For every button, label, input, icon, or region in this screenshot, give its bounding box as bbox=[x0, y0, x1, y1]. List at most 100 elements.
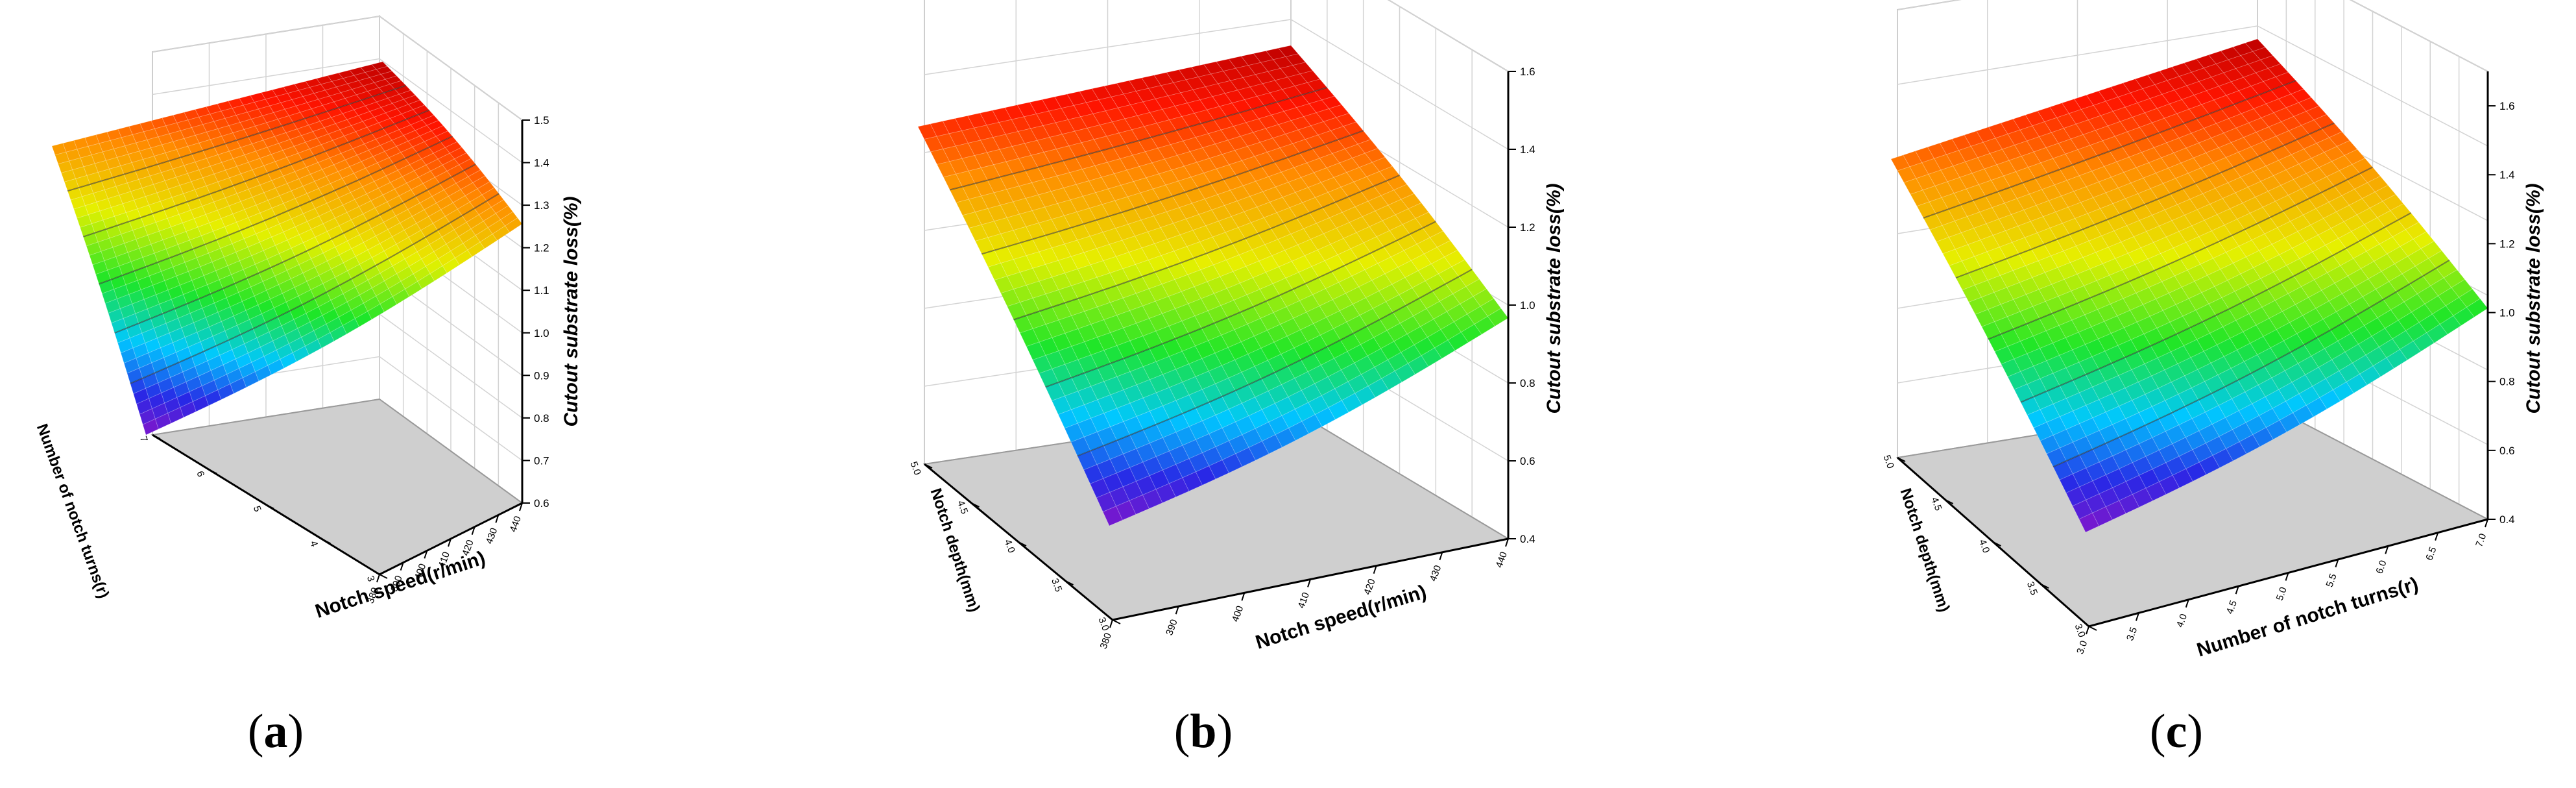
x-tick bbox=[400, 562, 404, 571]
z-tick-label: 1.0 bbox=[1520, 299, 1535, 312]
x-tick bbox=[1307, 579, 1311, 587]
surface-contour bbox=[1013, 175, 1400, 321]
x-tick bbox=[1241, 593, 1246, 601]
y-tick-label: 6 bbox=[194, 469, 206, 478]
surface-contour bbox=[130, 193, 500, 384]
z-tick-label: 0.4 bbox=[1520, 533, 1535, 545]
z-tick-label: 0.6 bbox=[1520, 455, 1535, 467]
z-tick-label: 0.7 bbox=[534, 454, 549, 467]
x-tick-label: 3.0 bbox=[2075, 639, 2089, 656]
y-tick bbox=[1993, 541, 2001, 547]
y-tick-label: 3.0 bbox=[2073, 622, 2088, 639]
y-tick bbox=[152, 434, 161, 439]
z-tick-label: 1.2 bbox=[2499, 238, 2515, 250]
x-tick-label: 7.0 bbox=[2474, 532, 2488, 548]
z-tick-label: 1.6 bbox=[2499, 100, 2515, 112]
y-tick bbox=[924, 463, 933, 469]
surface-contour bbox=[981, 130, 1364, 255]
y-tick-label: 5 bbox=[251, 504, 263, 513]
surface-contour bbox=[2052, 259, 2450, 468]
z-tick-label: 0.4 bbox=[2499, 513, 2515, 526]
surface-chart-a: 380390400410420430440345670.60.70.80.91.… bbox=[33, 15, 582, 622]
y-tick-label: 4.5 bbox=[1929, 496, 1944, 512]
y-tick-label: 3.5 bbox=[1049, 577, 1064, 593]
x-tick-label: 410 bbox=[1296, 591, 1312, 609]
y-tick bbox=[265, 504, 274, 510]
x-tick-label: 390 bbox=[1164, 618, 1180, 637]
x-tick bbox=[1175, 606, 1179, 615]
y-axis-title: Notch depth(mm) bbox=[1897, 486, 1953, 614]
surface-contour bbox=[99, 136, 453, 285]
x-tick-label: 6.0 bbox=[2374, 559, 2389, 575]
y-tick bbox=[1897, 457, 1906, 462]
y-tick-label: 4 bbox=[307, 539, 320, 548]
z-tick-label: 1.0 bbox=[534, 327, 549, 339]
y-axis-title: Number of notch turns(r) bbox=[33, 421, 113, 600]
z-tick-label: 1.6 bbox=[1520, 66, 1535, 78]
panel-label-a: (a) bbox=[247, 705, 304, 758]
z-tick-label: 0.6 bbox=[2499, 445, 2515, 457]
z-tick-label: 0.6 bbox=[534, 497, 549, 510]
y-tick-label: 4.0 bbox=[1977, 538, 1992, 554]
x-tick-label: 430 bbox=[484, 526, 500, 545]
y-tick bbox=[379, 574, 388, 579]
y-tick bbox=[1945, 499, 1954, 504]
panel-label-c: (c) bbox=[2149, 705, 2204, 758]
surface-contour bbox=[1077, 269, 1473, 457]
z-axis-title: Cutout substrate loss(%) bbox=[1543, 183, 1565, 413]
x-tick-label: 5.5 bbox=[2324, 573, 2339, 589]
surface-chart-c: 3.0 3.5 4.0 4.5 5.0 5.5 6.0 6.5 7.0 3.0 3.5 4.0 4.5 5… bbox=[1881, 0, 2544, 661]
y-tick-label: 4.0 bbox=[1002, 538, 1017, 554]
x-tick bbox=[2385, 545, 2389, 554]
surface-mesh bbox=[51, 61, 523, 436]
x-tick-label: 6.5 bbox=[2424, 545, 2438, 561]
surface-contour bbox=[949, 87, 1328, 191]
x-tick bbox=[2086, 626, 2089, 635]
y-tick bbox=[2040, 584, 2049, 589]
x-tick bbox=[2285, 573, 2289, 581]
z-tick-label: 1.2 bbox=[1520, 221, 1535, 234]
surface-mesh bbox=[1890, 38, 2488, 533]
y-tick-label: 5.0 bbox=[908, 460, 923, 476]
x-tick bbox=[1439, 552, 1443, 561]
surface-contour bbox=[1988, 166, 2373, 340]
y-tick bbox=[1018, 541, 1027, 547]
z-tick-label: 0.8 bbox=[534, 412, 549, 425]
x-tick bbox=[1373, 565, 1377, 574]
surface-contour bbox=[1045, 221, 1436, 388]
x-tick bbox=[2485, 519, 2488, 528]
z-tick-label: 0.8 bbox=[2499, 376, 2515, 388]
x-tick bbox=[2435, 532, 2439, 541]
x-tick bbox=[2135, 613, 2139, 621]
x-tick-label: 380 bbox=[1098, 632, 1114, 650]
z-tick-label: 1.1 bbox=[534, 284, 549, 297]
y-tick-label: 4.5 bbox=[955, 499, 970, 515]
y-tick-label: 7 bbox=[138, 435, 150, 444]
z-tick-label: 1.4 bbox=[2499, 169, 2515, 181]
x-tick-label: 4.0 bbox=[2174, 613, 2189, 629]
x-tick-label: 4.5 bbox=[2224, 599, 2239, 615]
x-tick-label: 440 bbox=[1494, 550, 1510, 569]
y-tick bbox=[209, 469, 217, 474]
surface-chart-b: 380 390 400 410 420 430 440 3.0 3.5 4.0 4.5 5.0 0.4 0… bbox=[908, 0, 1565, 654]
surface-contour bbox=[2020, 212, 2412, 403]
x-tick bbox=[2335, 559, 2339, 568]
x-tick bbox=[448, 538, 451, 547]
x-tick bbox=[519, 502, 523, 511]
surface-contour bbox=[1923, 80, 2296, 219]
x-tick bbox=[1505, 538, 1509, 547]
y-tick bbox=[971, 502, 980, 508]
z-tick-label: 1.4 bbox=[1520, 143, 1535, 156]
z-axis-title: Cutout substrate loss(%) bbox=[2523, 183, 2544, 413]
x-tick bbox=[2235, 585, 2239, 595]
x-tick-label: 420 bbox=[1362, 577, 1378, 596]
x-axis-title: Notch speed(r/min) bbox=[1253, 581, 1429, 653]
x-tick bbox=[1109, 619, 1113, 628]
x-tick bbox=[495, 515, 500, 523]
z-tick-label: 1.0 bbox=[2499, 307, 2515, 319]
surface-contour bbox=[114, 164, 476, 334]
y-tick bbox=[1065, 580, 1074, 585]
z-tick-label: 0.9 bbox=[534, 369, 549, 382]
y-tick-label: 5.0 bbox=[1881, 454, 1896, 470]
x-tick bbox=[424, 550, 428, 559]
